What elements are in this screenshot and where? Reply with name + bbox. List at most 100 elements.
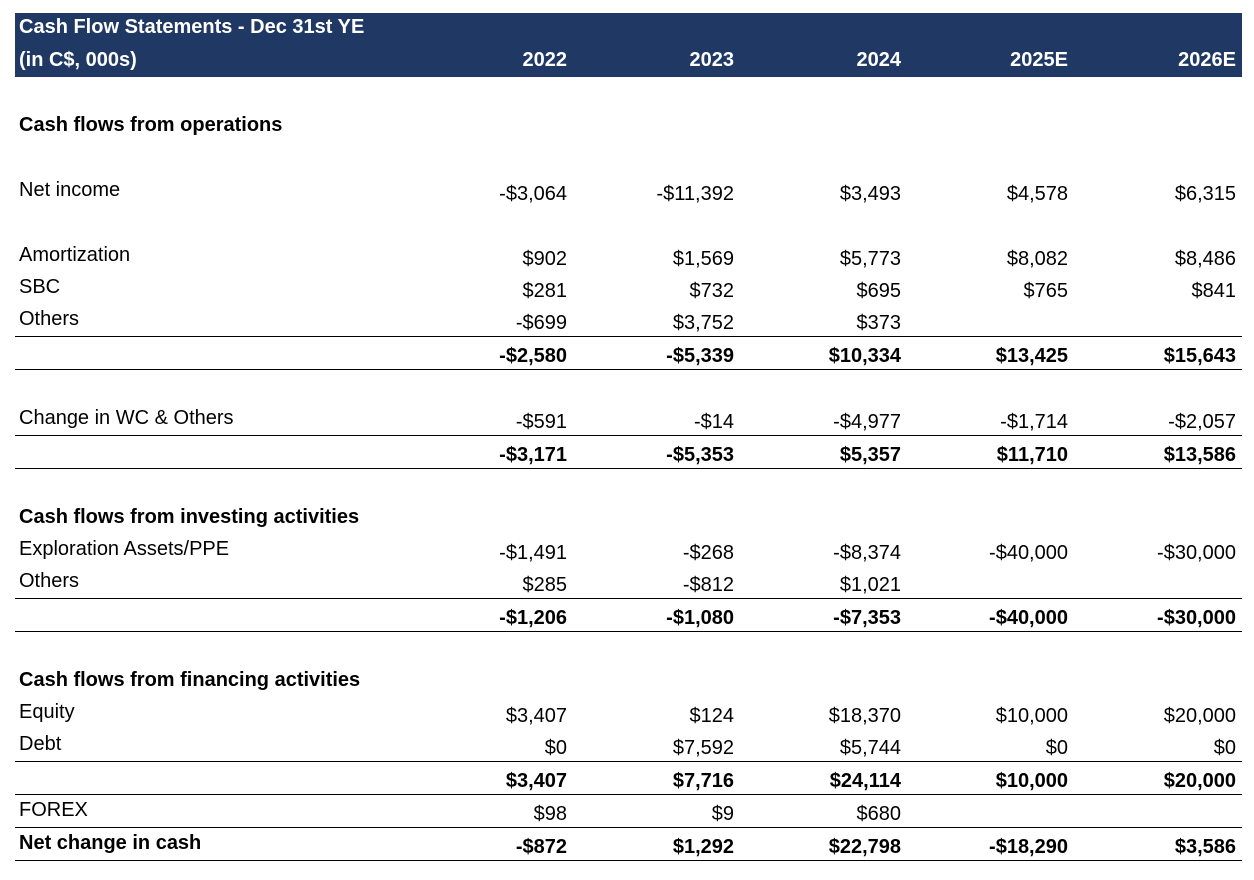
row-label: Net income	[19, 179, 121, 201]
cell-value: -$1,714	[1000, 411, 1068, 433]
row-label: Net change in cash	[19, 832, 202, 854]
cell-value: $902	[522, 248, 568, 270]
table-header: Cash Flow Statements - Dec 31st YE (in C…	[15, 13, 1242, 77]
row-forex: FOREX $98 $9 $680	[15, 795, 1242, 828]
cell-value: -$1,080	[666, 607, 734, 629]
cell-value: $680	[856, 803, 902, 825]
cell-value: -$812	[682, 574, 734, 596]
cell-value: $98	[533, 803, 567, 825]
cell-value: $20,000	[1163, 705, 1236, 727]
cell-value: -$1,491	[499, 542, 567, 564]
cell-value: -$18,290	[989, 836, 1068, 858]
row-label: Amortization	[19, 244, 131, 266]
cell-value: $3,407	[505, 770, 567, 792]
cell-value: $3,586	[1174, 836, 1236, 858]
cell-value: $1,292	[672, 836, 734, 858]
row-operations-total: -$3,171 -$5,353 $5,357 $11,710 $13,586	[15, 435, 1242, 469]
row-label: Change in WC & Others	[19, 407, 234, 429]
section-heading-financing: Cash flows from financing activities	[15, 665, 1242, 697]
row-label: Equity	[19, 701, 75, 723]
cell-value: $10,334	[828, 345, 901, 367]
row-sbc: SBC $281 $732 $695 $765 $841	[15, 272, 1242, 304]
section-title: Cash flows from financing activities	[19, 669, 361, 691]
cell-value: $3,407	[505, 705, 567, 727]
cell-value: $18,370	[828, 705, 901, 727]
cell-value: $15,643	[1163, 345, 1236, 367]
section-heading-investing: Cash flows from investing activities	[15, 502, 1242, 534]
section-heading-operations: Cash flows from operations	[15, 110, 1242, 142]
row-investing-total: -$1,206 -$1,080 -$7,353 -$40,000 -$30,00…	[15, 598, 1242, 632]
cell-value: $732	[689, 280, 735, 302]
cell-value: -$8,374	[833, 542, 901, 564]
cell-value: -$40,000	[989, 542, 1068, 564]
cell-value: $10,000	[995, 705, 1068, 727]
year-header: 2024	[856, 49, 902, 71]
cell-value: $5,744	[839, 737, 901, 759]
row-equity: Equity $3,407 $124 $18,370 $10,000 $20,0…	[15, 697, 1242, 729]
cell-value: -$3,064	[499, 183, 567, 205]
cell-value: -$4,977	[833, 411, 901, 433]
row-amortization: Amortization $902 $1,569 $5,773 $8,082 $…	[15, 240, 1242, 272]
cell-value: -$268	[682, 542, 734, 564]
cell-value: -$11,392	[656, 183, 734, 205]
row-change-in-wc: Change in WC & Others -$591 -$14 -$4,977…	[15, 403, 1242, 435]
cell-value: -$5,339	[666, 345, 734, 367]
cell-value: -$2,057	[1168, 411, 1236, 433]
units-label: (in C$, 000s)	[19, 49, 137, 71]
cell-value: -$872	[515, 836, 567, 858]
cell-value: $0	[1213, 737, 1236, 759]
cell-value: $24,114	[829, 770, 901, 792]
cell-value: $4,578	[1006, 183, 1068, 205]
year-header: 2025E	[1010, 49, 1068, 71]
row-label: Exploration Assets/PPE	[19, 538, 230, 560]
year-header: 2026E	[1178, 49, 1236, 71]
cell-value: $281	[522, 280, 568, 302]
cell-value: -$14	[693, 411, 734, 433]
row-label: SBC	[19, 276, 61, 298]
row-debt: Debt $0 $7,592 $5,744 $0 $0	[15, 729, 1242, 761]
row-exploration-assets: Exploration Assets/PPE -$1,491 -$268 -$8…	[15, 534, 1242, 566]
row-financing-total: $3,407 $7,716 $24,114 $10,000 $20,000	[15, 761, 1242, 795]
cell-value: -$40,000	[989, 607, 1068, 629]
cell-value: $8,486	[1174, 248, 1236, 270]
cell-value: $1,569	[672, 248, 734, 270]
cell-value: $1,021	[839, 574, 901, 596]
row-label: FOREX	[19, 799, 88, 821]
cell-value: $841	[1191, 280, 1237, 302]
section-title: Cash flows from investing activities	[19, 506, 360, 528]
cell-value: -$30,000	[1157, 607, 1236, 629]
cell-value: $7,592	[672, 737, 734, 759]
cell-value: -$699	[515, 312, 567, 334]
cell-value: $6,315	[1174, 183, 1236, 205]
cash-flow-statement: Cash Flow Statements - Dec 31st YE (in C…	[15, 13, 1242, 861]
cell-value: -$1,206	[499, 607, 567, 629]
cell-value: $9	[711, 803, 734, 825]
row-net-change-in-cash: Net change in cash -$872 $1,292 $22,798 …	[15, 828, 1242, 861]
cell-value: -$5,353	[666, 444, 734, 466]
cell-value: $22,798	[828, 836, 901, 858]
cell-value: $5,773	[839, 248, 901, 270]
cell-value: $373	[856, 312, 902, 334]
row-label: Debt	[19, 733, 62, 755]
section-title: Cash flows from operations	[19, 114, 283, 136]
year-header: 2023	[689, 49, 735, 71]
cell-value: $285	[522, 574, 568, 596]
cell-value: -$7,353	[833, 607, 901, 629]
cell-value: $695	[856, 280, 902, 302]
row-others-investing: Others $285 -$812 $1,021	[15, 566, 1242, 598]
cell-value: $124	[689, 705, 735, 727]
cell-value: $3,493	[839, 183, 901, 205]
cell-value: -$30,000	[1157, 542, 1236, 564]
cell-value: $7,716	[672, 770, 734, 792]
row-operations-subtotal: -$2,580 -$5,339 $10,334 $13,425 $15,643	[15, 336, 1242, 370]
cell-value: $11,710	[996, 444, 1068, 466]
cell-value: $20,000	[1163, 770, 1236, 792]
cell-value: -$3,171	[499, 444, 567, 466]
cell-value: $10,000	[995, 770, 1068, 792]
cell-value: $13,425	[995, 345, 1068, 367]
cell-value: $0	[544, 737, 567, 759]
year-header: 2022	[522, 49, 568, 71]
cell-value: $5,357	[839, 444, 901, 466]
cell-value: $0	[1045, 737, 1068, 759]
row-net-income: Net income -$3,064 -$11,392 $3,493 $4,57…	[15, 175, 1242, 207]
